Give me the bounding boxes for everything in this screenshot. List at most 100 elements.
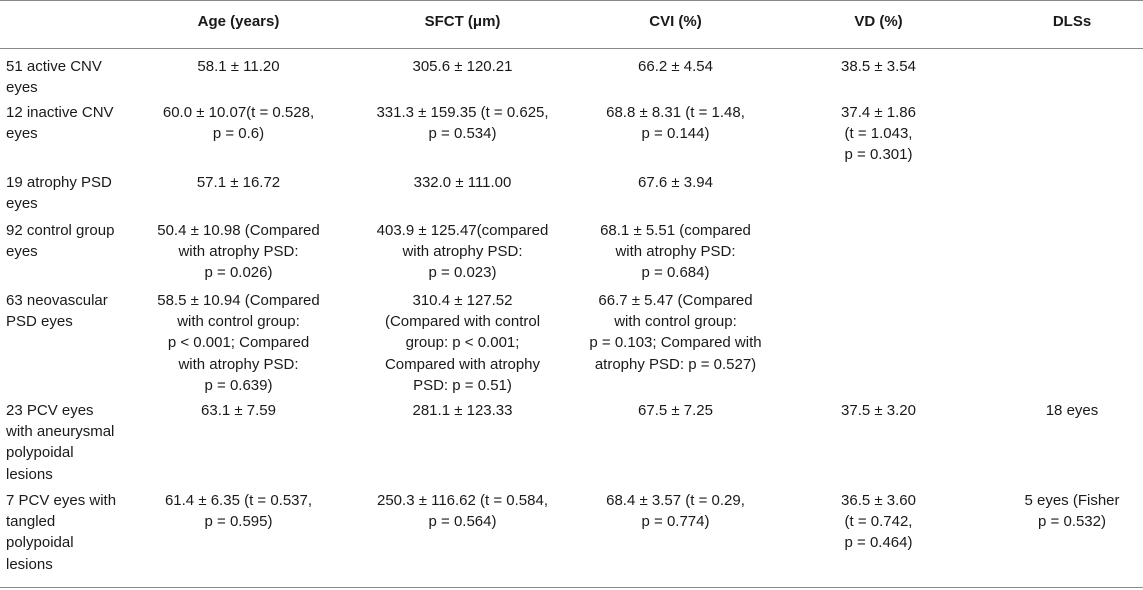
sfct-cell: 281.1 ± 123.33: [360, 400, 565, 421]
vd-cell: 38.5 ± 3.54: [791, 56, 966, 77]
sfct-cell-line: with atrophy PSD:: [402, 243, 523, 261]
row-label: 19 atrophy PSD eyes: [6, 172, 112, 214]
dlss-cell-line: 5 eyes (Fisher: [1024, 492, 1120, 509]
sfct-cell-line: PSD: p = 0.51): [413, 376, 512, 394]
row-label-line: 12 inactive CNV: [6, 104, 114, 121]
cvi-cell-line: with control group:: [614, 313, 737, 331]
cvi-cell-line: p = 0.144): [641, 125, 710, 143]
sfct-cell-line: group: p < 0.001;: [405, 334, 520, 352]
age-cell-line: p = 0.639): [204, 376, 273, 394]
sfct-cell-line: (Compared with control: [384, 313, 541, 331]
cvi-cell: 67.6 ± 3.94: [582, 172, 769, 193]
age-cell-line: with atrophy PSD:: [178, 243, 299, 261]
vd-cell-line: (t = 1.043,: [844, 125, 913, 143]
age-cell: 58.5 ± 10.94 (Compared with control group…: [147, 290, 330, 396]
row-label-line: lesions: [6, 465, 53, 483]
age-cell-line: with atrophy PSD:: [178, 355, 299, 373]
age-cell: 61.4 ± 6.35 (t = 0.537, p = 0.595): [147, 490, 330, 532]
cvi-cell: 67.5 ± 7.25: [582, 400, 769, 421]
age-cell-line: 63.1 ± 7.59: [201, 402, 276, 419]
cvi-cell-line: 66.7 ± 5.47 (Compared: [598, 292, 753, 309]
vd-cell: 37.4 ± 1.86 (t = 1.043, p = 0.301): [791, 102, 966, 166]
row-label-line: 51 active CNV: [6, 58, 102, 75]
row-label-line: 23 PCV eyes: [6, 402, 94, 419]
age-cell-line: p = 0.595): [204, 513, 273, 531]
row-label-line: PSD eyes: [6, 313, 73, 331]
sfct-cell-line: Compared with atrophy: [384, 355, 541, 373]
row-label: 51 active CNV eyes: [6, 56, 102, 98]
row-label: 63 neovascular PSD eyes: [6, 290, 108, 332]
cvi-cell-line: p = 0.103; Compared with: [589, 334, 762, 352]
age-cell-line: with control group:: [177, 313, 300, 331]
table-top-rule: [0, 0, 1143, 1]
sfct-cell: 250.3 ± 116.62 (t = 0.584, p = 0.564): [360, 490, 565, 532]
sfct-cell-line: 403.9 ± 125.47(compared: [376, 222, 549, 239]
vd-cell-line: p = 0.464): [844, 534, 913, 552]
cvi-cell-line: p = 0.684): [641, 264, 710, 282]
sfct-cell: 305.6 ± 120.21: [360, 56, 565, 77]
age-cell: 60.0 ± 10.07(t = 0.528, p = 0.6): [147, 102, 330, 144]
age-cell-line: 61.4 ± 6.35 (t = 0.537,: [164, 492, 313, 509]
sfct-cell: 310.4 ± 127.52 (Compared with control grou…: [360, 290, 565, 396]
dlss-cell: 5 eyes (Fisher p = 0.532): [1006, 490, 1138, 532]
row-label-line: eyes: [6, 195, 38, 213]
vd-cell-line: 36.5 ± 3.60: [841, 492, 916, 509]
row-label-line: eyes: [6, 125, 38, 143]
row-label: 23 PCV eyes with aneurysmal polypoidal lesi…: [6, 400, 114, 485]
row-label-line: 63 neovascular: [6, 292, 108, 309]
header-vd: VD (%): [854, 13, 903, 30]
cvi-cell-line: with atrophy PSD:: [615, 243, 736, 261]
row-label-line: lesions: [6, 555, 53, 573]
dlss-cell-line: 18 eyes: [1045, 402, 1099, 419]
row-label-line: 92 control group: [6, 222, 115, 239]
age-cell-line: p < 0.001; Compared: [167, 334, 310, 352]
sfct-cell: 331.3 ± 159.35 (t = 0.625, p = 0.534): [360, 102, 565, 144]
dlss-cell-line: p = 0.532): [1038, 513, 1106, 531]
row-label-line: 7 PCV eyes with: [6, 492, 117, 509]
age-cell-line: p = 0.026): [204, 264, 273, 282]
row-label-line: with aneurysmal: [6, 423, 115, 441]
row-label-line: tangled: [6, 513, 56, 531]
age-cell-line: 58.1 ± 11.20: [197, 58, 280, 75]
sfct-cell-line: p = 0.534): [428, 125, 497, 143]
row-label: 7 PCV eyes with tangled polypoidal lesions: [6, 490, 116, 575]
vd-cell-line: p = 0.301): [844, 146, 913, 164]
sfct-cell-line: p = 0.564): [428, 513, 497, 531]
sfct-cell-line: p = 0.023): [428, 264, 497, 282]
age-cell: 57.1 ± 16.72: [147, 172, 330, 193]
cvi-cell-line: 68.4 ± 3.57 (t = 0.29,: [606, 492, 745, 509]
vd-cell-line: (t = 0.742,: [844, 513, 913, 531]
vd-cell-line: 37.5 ± 3.20: [841, 402, 916, 419]
row-label: 12 inactive CNV eyes: [6, 102, 114, 144]
row-label-line: polypoidal: [6, 444, 74, 462]
cvi-cell-line: 68.8 ± 8.31 (t = 1.48,: [606, 104, 745, 121]
age-cell: 50.4 ± 10.98 (Compared with atrophy PSD: p…: [147, 220, 330, 284]
row-label-line: polypoidal: [6, 534, 74, 552]
vd-cell: 37.5 ± 3.20: [791, 400, 966, 421]
age-cell-line: 57.1 ± 16.72: [196, 174, 281, 191]
vd-cell-line: 38.5 ± 3.54: [841, 58, 916, 75]
age-cell-line: 50.4 ± 10.98 (Compared: [157, 222, 320, 239]
sfct-cell-line: 250.3 ± 116.62 (t = 0.584,: [377, 492, 548, 509]
header-dlss: DLSs: [1052, 13, 1092, 30]
cvi-cell: 66.2 ± 4.54: [582, 56, 769, 77]
age-cell-line: 60.0 ± 10.07(t = 0.528,: [162, 104, 315, 121]
header-sfct: SFCT (μm): [424, 13, 501, 30]
row-label-line: eyes: [6, 79, 38, 97]
row-label-line: eyes: [6, 243, 38, 261]
cvi-cell: 68.1 ± 5.51 (compared with atrophy PSD: p …: [582, 220, 769, 284]
table-bottom-rule: [0, 587, 1143, 588]
sfct-cell: 403.9 ± 125.47(compared with atrophy PSD:…: [360, 220, 565, 284]
age-cell: 58.1 ± 11.20: [147, 56, 330, 77]
cvi-cell-line: atrophy PSD: p = 0.527): [594, 355, 757, 373]
cvi-cell-line: p = 0.774): [641, 513, 710, 531]
sfct-cell-line: 281.1 ± 123.33: [412, 402, 513, 419]
sfct-cell-line: 332.0 ± 111.00: [413, 174, 512, 191]
header-cvi: CVI (%): [649, 13, 702, 30]
header-age: Age (years): [197, 13, 280, 30]
row-label: 92 control group eyes: [6, 220, 114, 262]
vd-cell: 36.5 ± 3.60 (t = 0.742, p = 0.464): [791, 490, 966, 554]
age-cell: 63.1 ± 7.59: [147, 400, 330, 421]
cvi-cell-line: 67.5 ± 7.25: [638, 402, 713, 419]
